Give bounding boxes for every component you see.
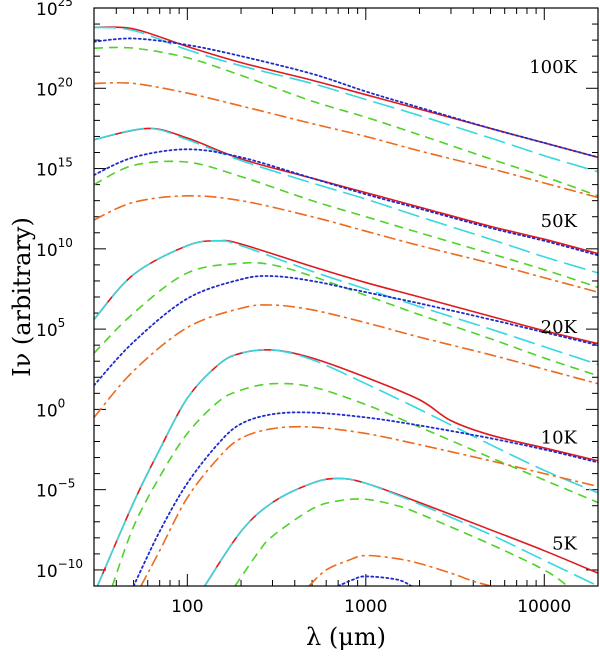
y-tick-label: 1020 xyxy=(36,75,73,100)
x-tick-label: 10000 xyxy=(517,597,571,617)
curve-5k-dashed xyxy=(234,498,568,586)
y-tick-label: 100 xyxy=(36,396,65,421)
curve-20k-dotted xyxy=(94,275,598,387)
curve-10k-long-dash xyxy=(96,348,598,586)
group-20k xyxy=(94,239,598,418)
group-100k xyxy=(94,26,598,199)
curve-5k-dotted xyxy=(337,575,413,586)
temperature-label-20k: 20K xyxy=(541,317,578,338)
curve-10k-dotted xyxy=(132,411,598,586)
curve-100k-long-dash xyxy=(94,26,598,173)
y-tick-label: 1025 xyxy=(36,0,73,20)
temperature-label-10k: 10K xyxy=(541,428,578,449)
curve-50k-long-dash xyxy=(94,127,598,274)
x-tick-label: 1000 xyxy=(344,597,387,617)
curve-10k-total xyxy=(96,348,598,586)
curve-5k-total xyxy=(203,477,598,586)
x-tick-label: 100 xyxy=(171,597,203,617)
temperature-labels: 100K 50K 20K 10K 5K xyxy=(529,57,577,555)
curve-20k-dash-dot xyxy=(94,304,598,418)
curves xyxy=(94,26,598,586)
curve-20k-total xyxy=(94,239,598,345)
group-10k xyxy=(96,348,598,586)
y-tick-label: 10−10 xyxy=(36,557,83,582)
temperature-label-50k: 50K xyxy=(541,211,578,232)
curve-100k-dotted xyxy=(94,37,598,159)
curve-20k-long-dash xyxy=(94,239,598,366)
curve-50k-dotted xyxy=(94,148,598,257)
y-tick-label: 10−5 xyxy=(36,477,75,502)
curve-50k-dashed xyxy=(94,160,598,289)
curve-50k-dash-dot xyxy=(94,195,598,293)
x-axis-title: λ (μm) xyxy=(306,623,386,651)
curve-100k-dashed xyxy=(94,46,598,197)
curve-100k-dash-dot xyxy=(94,81,598,199)
x-axis-ticks: 100 1000 10000 xyxy=(93,8,599,617)
y-axis-title: Iν (arbitrary) xyxy=(8,217,36,377)
group-5k xyxy=(203,477,598,586)
plot-frame xyxy=(93,7,599,587)
curve-10k-dashed xyxy=(111,382,598,586)
curve-5k-dash-dot xyxy=(308,554,491,586)
group-50k xyxy=(94,127,598,293)
y-tick-label: 1010 xyxy=(36,236,73,261)
curve-10k-dash-dot xyxy=(140,425,598,586)
y-tick-label: 1015 xyxy=(36,156,73,181)
temperature-label-5k: 5K xyxy=(552,534,577,555)
y-axis-ticks: 1025 1020 1015 1010 105 100 10−5 10−10 xyxy=(36,0,598,587)
y-tick-label: 105 xyxy=(36,316,65,341)
curve-20k-dashed xyxy=(94,261,598,377)
temperature-label-100k: 100K xyxy=(529,57,577,78)
curve-50k-total xyxy=(94,127,598,255)
curve-5k-long-dash xyxy=(203,477,598,586)
